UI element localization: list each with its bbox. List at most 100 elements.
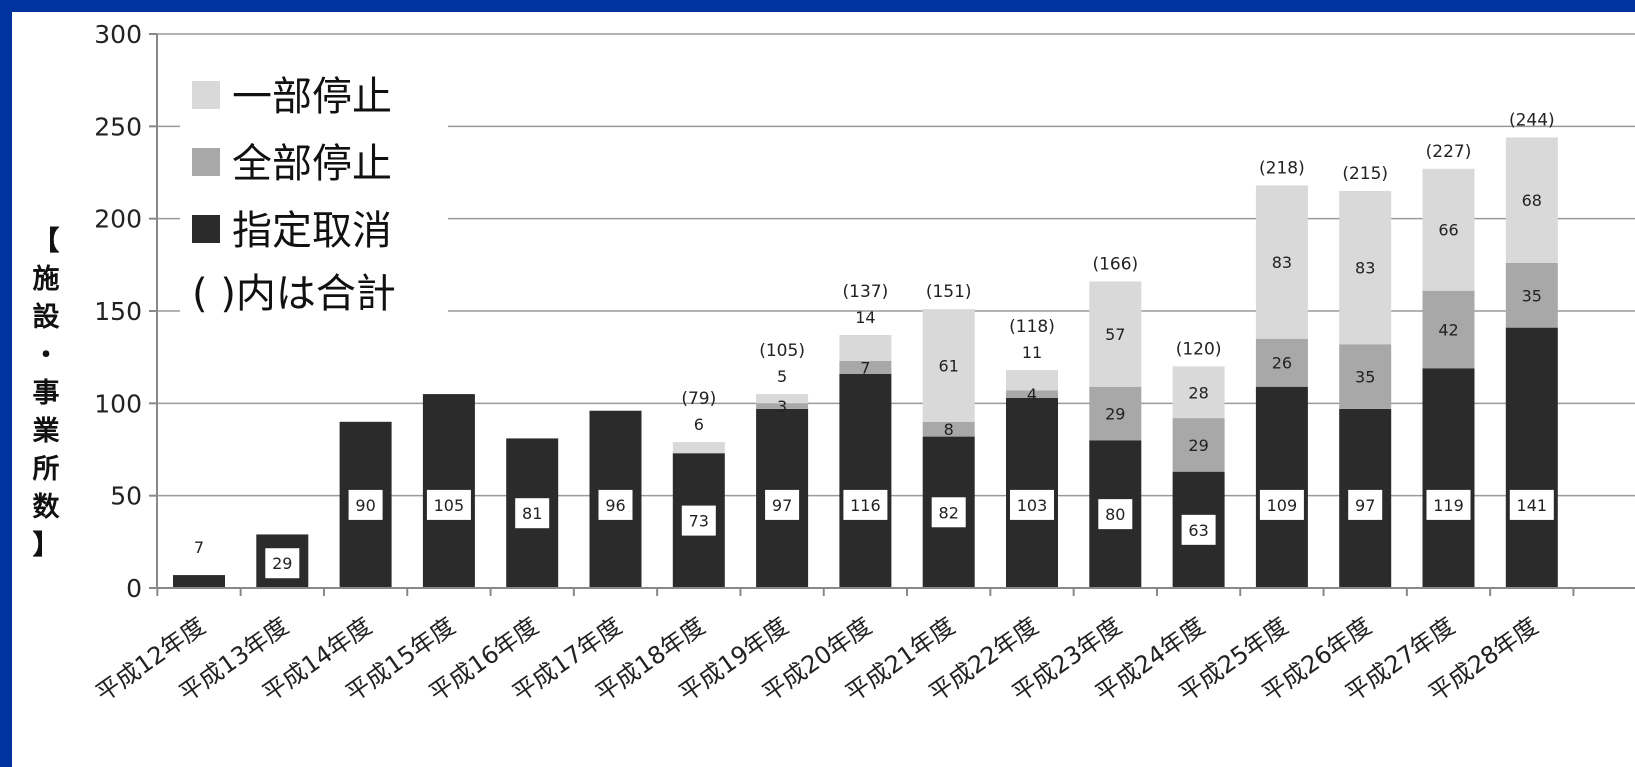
data-label: 3 bbox=[777, 397, 787, 416]
data-label-box bbox=[1348, 489, 1383, 520]
data-label: 42 bbox=[1438, 320, 1458, 339]
bar-segment bbox=[1255, 338, 1308, 387]
data-label: 7 bbox=[194, 538, 204, 557]
total-label: (118) bbox=[1009, 317, 1055, 337]
chart-frame: 7 29 90 105 81 96 73 6 (79) 97 3 5 (105) 116 7 14 (137) 8… bbox=[12, 12, 1635, 767]
data-label: 73 bbox=[689, 512, 709, 531]
data-label: 28 bbox=[1188, 383, 1208, 402]
bar-segment bbox=[1339, 190, 1392, 345]
bar-segment bbox=[922, 309, 975, 422]
bar-segment bbox=[173, 575, 225, 588]
data-label: 105 bbox=[434, 496, 465, 515]
data-label: 116 bbox=[850, 496, 881, 515]
y-axis-label-char: ・ bbox=[33, 340, 60, 371]
y-tick-label: 100 bbox=[94, 389, 142, 418]
data-label: 68 bbox=[1522, 191, 1542, 210]
legend-swatch bbox=[192, 215, 220, 243]
bar-segment bbox=[1505, 262, 1558, 328]
total-label: (166) bbox=[1092, 254, 1138, 274]
legend-label: 指定取消 bbox=[232, 208, 392, 254]
y-axis-label-char: 業 bbox=[33, 416, 60, 447]
bar-segment bbox=[1422, 168, 1475, 291]
y-tick-label: 200 bbox=[94, 205, 142, 234]
bar-segment bbox=[839, 335, 892, 361]
total-label: (244) bbox=[1509, 110, 1555, 130]
y-axis-label-char: 【 bbox=[33, 226, 60, 257]
data-label-box bbox=[598, 489, 633, 520]
data-label: 63 bbox=[1188, 521, 1208, 540]
data-label: 8 bbox=[944, 420, 954, 439]
total-label: (215) bbox=[1342, 164, 1388, 184]
y-axis-label-char: 事 bbox=[33, 378, 60, 409]
data-label: 97 bbox=[772, 496, 792, 515]
bar-segment bbox=[1006, 390, 1058, 398]
data-label: 26 bbox=[1272, 354, 1292, 373]
data-label-box bbox=[765, 489, 800, 520]
y-axis-label-char: 設 bbox=[33, 301, 61, 333]
y-tick-label: 0 bbox=[126, 574, 142, 603]
legend-background bbox=[180, 62, 448, 332]
bar-segment bbox=[1339, 344, 1392, 409]
bar-segment bbox=[1255, 386, 1308, 588]
total-label: (151) bbox=[926, 282, 972, 302]
bar-segment bbox=[756, 403, 809, 409]
data-label: 11 bbox=[1022, 343, 1042, 362]
data-label-box bbox=[515, 498, 550, 529]
data-label: 29 bbox=[1188, 436, 1208, 455]
data-label: 83 bbox=[1355, 259, 1375, 278]
y-tick-label: 300 bbox=[94, 20, 142, 49]
legend-swatch bbox=[192, 148, 220, 176]
data-label: 119 bbox=[1433, 496, 1464, 515]
data-label-box bbox=[1259, 489, 1304, 520]
data-label: 141 bbox=[1517, 496, 1548, 515]
data-label-box bbox=[681, 505, 716, 536]
x-tick-labels: 平成12年度平成13年度平成14年度平成15年度平成16年度平成17年度平成18… bbox=[91, 612, 1544, 708]
bar-segment bbox=[1172, 418, 1225, 472]
y-axis-label-char: 施 bbox=[33, 264, 60, 295]
axes bbox=[156, 34, 1635, 589]
data-label: 29 bbox=[1105, 404, 1125, 423]
y-tick-label: 250 bbox=[94, 112, 142, 141]
y-tick-label: 50 bbox=[110, 482, 142, 511]
y-tick-labels: 0 50 100 150 200 250 300 bbox=[94, 20, 142, 603]
data-label: 81 bbox=[522, 504, 542, 523]
bar-segment bbox=[756, 394, 809, 404]
data-label: 57 bbox=[1105, 325, 1125, 344]
y-axis-label-char: 数 bbox=[33, 492, 61, 523]
bar-segment bbox=[1006, 370, 1058, 391]
bar-segment bbox=[1422, 290, 1475, 369]
data-label-box bbox=[426, 489, 471, 520]
legend-label: 全部停止 bbox=[232, 141, 392, 187]
data-label-box bbox=[265, 548, 300, 579]
data-label: 6 bbox=[694, 415, 704, 434]
bar-segment bbox=[1505, 327, 1558, 588]
data-label: 4 bbox=[1027, 385, 1037, 404]
data-label: 29 bbox=[272, 554, 292, 573]
bar-segment bbox=[1172, 366, 1225, 419]
data-label: 82 bbox=[939, 503, 959, 522]
y-axis-label: 【施設・事業所数】 bbox=[33, 226, 61, 561]
bar-segment bbox=[1089, 281, 1142, 387]
bar-segment bbox=[1505, 137, 1558, 263]
data-label-box bbox=[931, 497, 966, 528]
data-label-box bbox=[1509, 489, 1554, 520]
data-label: 103 bbox=[1017, 496, 1048, 515]
data-label: 83 bbox=[1272, 253, 1292, 272]
data-label-box bbox=[843, 489, 888, 520]
bar-segment bbox=[922, 421, 975, 437]
legend-note: ( )内は合計 bbox=[192, 271, 396, 317]
data-label: 90 bbox=[355, 496, 375, 515]
data-label: 61 bbox=[939, 356, 959, 375]
bar-segment bbox=[1089, 386, 1142, 441]
total-label: (137) bbox=[843, 282, 889, 302]
y-axis-label-char: 】 bbox=[33, 530, 60, 561]
total-label: (105) bbox=[759, 341, 805, 361]
total-label: (227) bbox=[1426, 142, 1472, 162]
data-label-box bbox=[1010, 489, 1054, 520]
data-label-box bbox=[1181, 514, 1216, 545]
data-label-box bbox=[1426, 489, 1471, 520]
y-tick-label: 150 bbox=[94, 297, 142, 326]
